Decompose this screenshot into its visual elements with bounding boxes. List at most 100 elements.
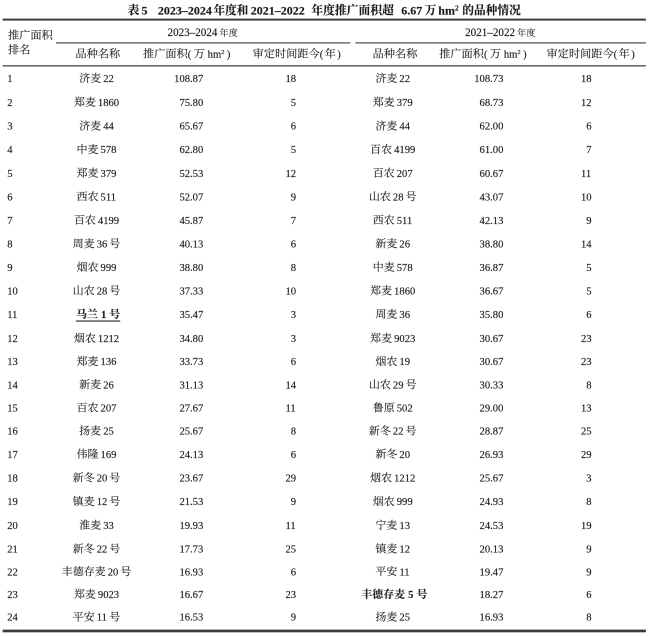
svg-text:136: 136 — [101, 357, 117, 368]
svg-text:108.87: 108.87 — [174, 74, 203, 85]
svg-text:19.47: 19.47 — [480, 567, 504, 578]
svg-text:4: 4 — [7, 145, 13, 156]
svg-text:2: 2 — [221, 49, 224, 56]
svg-text:24.93: 24.93 — [480, 497, 504, 508]
svg-text:65.67: 65.67 — [179, 122, 203, 133]
svg-text:511: 511 — [101, 192, 117, 203]
svg-text:35.47: 35.47 — [179, 310, 203, 321]
svg-text:169: 169 — [101, 450, 117, 461]
svg-text:18.27: 18.27 — [480, 590, 504, 601]
svg-text:1: 1 — [101, 310, 106, 321]
svg-text:16.93: 16.93 — [480, 613, 504, 624]
svg-text:18: 18 — [286, 74, 297, 85]
svg-text:6: 6 — [7, 192, 12, 203]
svg-text:8: 8 — [586, 497, 591, 508]
svg-text:6.67: 6.67 — [401, 3, 422, 17]
svg-text:23: 23 — [7, 590, 18, 601]
svg-text:999: 999 — [397, 497, 413, 508]
svg-text:28: 28 — [97, 286, 108, 297]
svg-text:31.13: 31.13 — [179, 380, 203, 391]
svg-text:12: 12 — [97, 497, 108, 508]
svg-text:22: 22 — [103, 74, 114, 85]
svg-text:28.87: 28.87 — [480, 427, 504, 438]
svg-text:22: 22 — [393, 427, 404, 438]
svg-text:12: 12 — [581, 98, 592, 109]
svg-text:11: 11 — [286, 521, 296, 532]
svg-text:11: 11 — [286, 404, 296, 415]
svg-text:1212: 1212 — [394, 474, 415, 485]
svg-text:6: 6 — [291, 357, 296, 368]
svg-text:207: 207 — [101, 404, 117, 415]
svg-text:9: 9 — [291, 192, 296, 203]
svg-text:2: 2 — [7, 98, 12, 109]
svg-text:10: 10 — [581, 192, 592, 203]
svg-text:2023–2024: 2023–2024 — [168, 27, 218, 39]
svg-text:6: 6 — [586, 590, 591, 601]
svg-text:2021–2022: 2021–2022 — [251, 3, 305, 17]
svg-text:23.67: 23.67 — [179, 474, 203, 485]
svg-text:5: 5 — [291, 98, 296, 109]
svg-text:11: 11 — [97, 613, 107, 624]
svg-text:36.87: 36.87 — [480, 263, 504, 274]
svg-text:9: 9 — [7, 263, 12, 274]
svg-text:9: 9 — [291, 497, 296, 508]
svg-text:36: 36 — [97, 239, 108, 250]
svg-text:13: 13 — [399, 521, 410, 532]
svg-text:6: 6 — [291, 239, 296, 250]
svg-text:61.00: 61.00 — [480, 145, 504, 156]
svg-text:68.73: 68.73 — [480, 98, 504, 109]
svg-text:): ) — [523, 50, 527, 61]
svg-text:19.93: 19.93 — [179, 521, 203, 532]
svg-text:33: 33 — [103, 521, 114, 532]
svg-text:207: 207 — [397, 169, 413, 180]
svg-text:20: 20 — [108, 567, 119, 578]
svg-text:8: 8 — [586, 380, 591, 391]
svg-text:578: 578 — [397, 263, 413, 274]
svg-text:24: 24 — [7, 613, 18, 624]
svg-text:11: 11 — [581, 169, 591, 180]
svg-text:12: 12 — [7, 334, 18, 345]
svg-text:7: 7 — [7, 216, 12, 227]
svg-text:25: 25 — [286, 545, 297, 556]
svg-text:108.73: 108.73 — [474, 74, 503, 85]
svg-text:17: 17 — [7, 450, 18, 461]
svg-text:44: 44 — [399, 122, 410, 133]
svg-text:13: 13 — [7, 357, 18, 368]
svg-text:29: 29 — [581, 450, 592, 461]
svg-text:6: 6 — [586, 122, 591, 133]
svg-text:20: 20 — [97, 474, 108, 485]
svg-text:(: ( — [614, 50, 618, 61]
svg-text:24.13: 24.13 — [179, 450, 203, 461]
svg-text:379: 379 — [397, 98, 413, 109]
svg-text:21.53: 21.53 — [179, 497, 203, 508]
svg-text:24.53: 24.53 — [480, 521, 504, 532]
svg-text:16.93: 16.93 — [179, 567, 203, 578]
svg-text:1860: 1860 — [98, 98, 119, 109]
svg-text:5: 5 — [586, 263, 591, 274]
svg-text:999: 999 — [101, 263, 117, 274]
svg-text:16.53: 16.53 — [179, 613, 203, 624]
svg-text:5: 5 — [142, 3, 148, 17]
svg-text:11: 11 — [7, 310, 17, 321]
svg-text:52.53: 52.53 — [179, 169, 203, 180]
svg-text:1: 1 — [7, 74, 12, 85]
svg-text:16.67: 16.67 — [179, 590, 203, 601]
svg-text:34.80: 34.80 — [179, 334, 203, 345]
svg-text:42.13: 42.13 — [480, 216, 504, 227]
svg-text:19: 19 — [581, 521, 592, 532]
svg-text:(: ( — [484, 50, 488, 61]
svg-text:22: 22 — [97, 545, 108, 556]
svg-text:hm: hm — [504, 50, 518, 61]
svg-text:1860: 1860 — [394, 286, 415, 297]
svg-text:27.67: 27.67 — [179, 404, 203, 415]
svg-text:5: 5 — [291, 145, 296, 156]
svg-text:33.73: 33.73 — [179, 357, 203, 368]
svg-text:16: 16 — [7, 427, 18, 438]
svg-text:1212: 1212 — [98, 334, 119, 345]
svg-text:14: 14 — [7, 380, 18, 391]
svg-text:511: 511 — [397, 216, 413, 227]
svg-text:2: 2 — [517, 49, 520, 56]
svg-text:29: 29 — [286, 474, 297, 485]
svg-text:11: 11 — [399, 567, 409, 578]
svg-text:5: 5 — [408, 590, 413, 601]
